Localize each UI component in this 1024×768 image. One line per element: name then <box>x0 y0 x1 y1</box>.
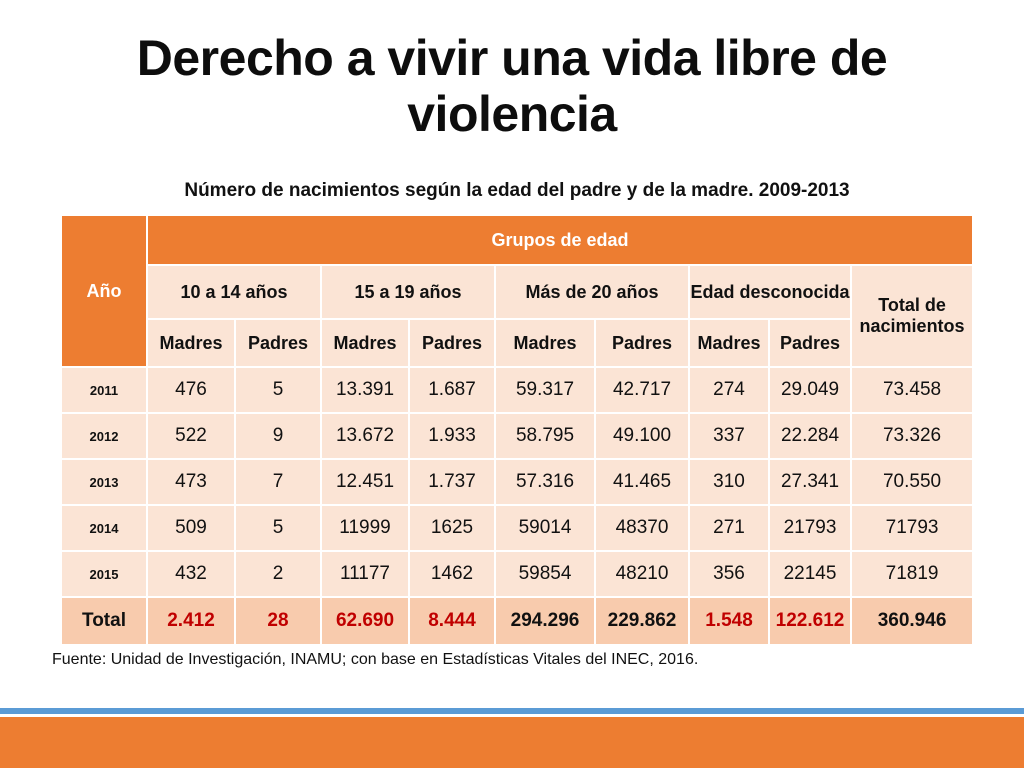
total-cell: 73.458 <box>849 366 975 414</box>
age-group-10-14: 10 a 14 años <box>146 264 322 320</box>
header-row-groups: Año Grupos de edad <box>60 214 975 368</box>
year-cell: 2012 <box>60 412 148 460</box>
year-cell: 2014 <box>60 504 148 552</box>
value-cell: 11177 <box>320 550 410 598</box>
value-cell: 509 <box>146 504 236 552</box>
total-cell: 71819 <box>849 550 975 598</box>
age-groups-header: Grupos de edad <box>145 214 975 266</box>
value-cell: 59.317 <box>494 366 596 414</box>
sub-header-mothers: Madres <box>320 318 410 368</box>
year-cell: 2013 <box>60 458 148 506</box>
value-cell: 1625 <box>408 504 496 552</box>
total-value-cell: 1.548 <box>688 596 770 646</box>
age-group-15-19: 15 a 19 años <box>320 264 496 320</box>
age-group-unknown: Edad desconocida <box>688 264 852 320</box>
value-cell: 59014 <box>494 504 596 552</box>
total-value-cell: 62.690 <box>320 596 410 646</box>
total-value-cell: 122.612 <box>768 596 852 646</box>
value-cell: 274 <box>688 366 770 414</box>
slide-title: Derecho a vivir una vida libre de violen… <box>136 30 888 142</box>
value-cell: 13.672 <box>320 412 410 460</box>
sub-header-mothers: Madres <box>494 318 596 368</box>
total-births-header: Total de nacimientos <box>849 264 975 368</box>
sub-header-mothers: Madres <box>146 318 236 368</box>
value-cell: 5 <box>234 504 322 552</box>
total-cell: 70.550 <box>849 458 975 506</box>
sub-header-fathers: Padres <box>594 318 690 368</box>
value-cell: 57.316 <box>494 458 596 506</box>
header-row-parents: Madres Padres Madres Padres Madres Padre… <box>61 318 973 368</box>
total-value-cell: 28 <box>234 596 322 646</box>
value-cell: 58.795 <box>494 412 596 460</box>
footer-orange-band <box>0 717 1024 768</box>
table-row: 2011 476 5 13.391 1.687 59.317 42.717 27… <box>60 366 975 414</box>
value-cell: 476 <box>146 366 236 414</box>
age-group-over-20: Más de 20 años <box>494 264 690 320</box>
year-cell: 2011 <box>60 366 148 414</box>
value-cell: 432 <box>146 550 236 598</box>
value-cell: 337 <box>688 412 770 460</box>
table-row: 2012 522 9 13.672 1.933 58.795 49.100 33… <box>60 412 975 460</box>
value-cell: 12.451 <box>320 458 410 506</box>
value-cell: 1.933 <box>408 412 496 460</box>
header-row-age-ranges: 10 a 14 años 15 a 19 años Más de 20 años… <box>61 264 975 368</box>
year-cell: 2015 <box>60 550 148 598</box>
births-table: Año Grupos de edad 10 a 14 años 15 a 19 … <box>60 214 975 646</box>
value-cell: 49.100 <box>594 412 690 460</box>
value-cell: 48370 <box>594 504 690 552</box>
grand-total-cell: 360.946 <box>849 596 975 646</box>
total-value-cell: 2.412 <box>146 596 236 646</box>
value-cell: 1462 <box>408 550 496 598</box>
total-cell: 71793 <box>849 504 975 552</box>
value-cell: 1.687 <box>408 366 496 414</box>
value-cell: 13.391 <box>320 366 410 414</box>
value-cell: 310 <box>688 458 770 506</box>
value-cell: 22145 <box>768 550 852 598</box>
source-note: Fuente: Unidad de Investigación, INAMU; … <box>52 651 699 668</box>
table-row: 2013 473 7 12.451 1.737 57.316 41.465 31… <box>60 458 975 506</box>
value-cell: 5 <box>234 366 322 414</box>
value-cell: 42.717 <box>594 366 690 414</box>
year-header: Año <box>60 214 148 368</box>
value-cell: 1.737 <box>408 458 496 506</box>
sub-header-fathers: Padres <box>408 318 496 368</box>
total-label: Total <box>60 596 148 646</box>
value-cell: 7 <box>234 458 322 506</box>
value-cell: 22.284 <box>768 412 852 460</box>
value-cell: 473 <box>146 458 236 506</box>
value-cell: 59854 <box>494 550 596 598</box>
total-cell: 73.326 <box>849 412 975 460</box>
sub-header-fathers: Padres <box>768 318 852 368</box>
total-value-cell: 8.444 <box>408 596 496 646</box>
value-cell: 41.465 <box>594 458 690 506</box>
total-value-cell: 294.296 <box>494 596 596 646</box>
footer-band-gap <box>0 714 1024 717</box>
value-cell: 356 <box>688 550 770 598</box>
table-row: 2014 509 5 11999 1625 59014 48370 271 21… <box>60 504 975 552</box>
total-value-cell: 229.862 <box>594 596 690 646</box>
sub-header-mothers: Madres <box>688 318 770 368</box>
value-cell: 29.049 <box>768 366 852 414</box>
value-cell: 27.341 <box>768 458 852 506</box>
value-cell: 48210 <box>594 550 690 598</box>
table-row: 2015 432 2 11177 1462 59854 48210 356 22… <box>60 550 975 598</box>
value-cell: 2 <box>234 550 322 598</box>
sub-header-fathers: Padres <box>234 318 322 368</box>
value-cell: 9 <box>234 412 322 460</box>
footer-blue-band <box>0 708 1024 714</box>
value-cell: 271 <box>688 504 770 552</box>
value-cell: 21793 <box>768 504 852 552</box>
total-row: Total 2.412 28 62.690 8.444 294.296 229.… <box>60 596 975 646</box>
table-caption: Número de nacimientos según la edad del … <box>184 180 850 201</box>
value-cell: 11999 <box>320 504 410 552</box>
value-cell: 522 <box>146 412 236 460</box>
